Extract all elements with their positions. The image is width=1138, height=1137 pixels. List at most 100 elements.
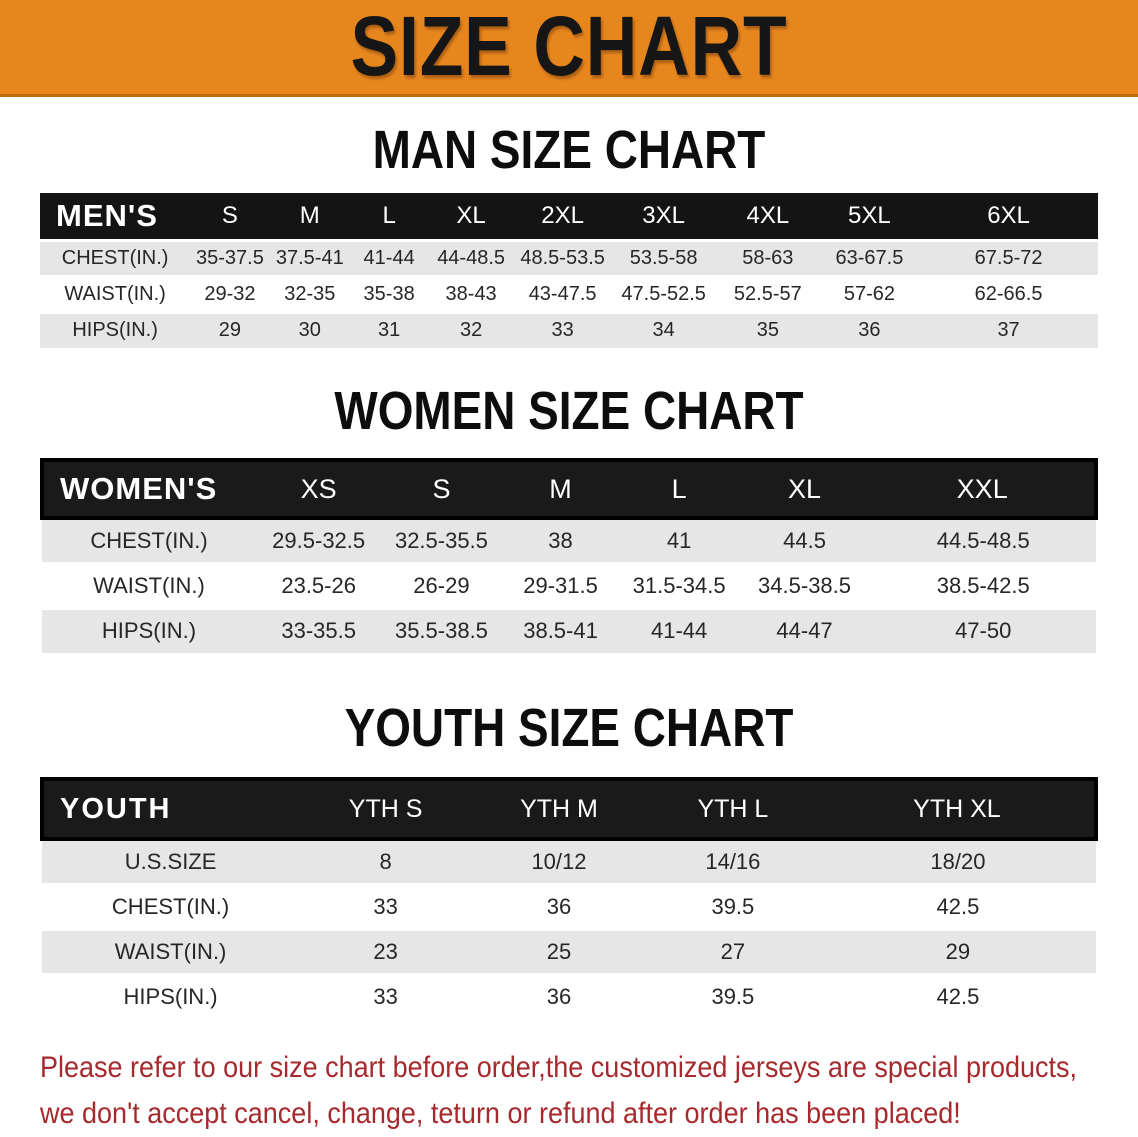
women-value-cell: 38.5-42.5	[870, 561, 1096, 608]
women-value-cell: 47-50	[870, 606, 1096, 653]
page-title: SIZE CHART	[350, 0, 788, 93]
women-size-column-header: XXL	[870, 458, 1098, 520]
youth-value-cell: 36	[472, 972, 646, 1019]
youth-measurement-row: U.S.SIZE 8 10/12 14/16 18/20	[42, 837, 1096, 884]
women-value-cell: 41	[619, 516, 739, 563]
men-size-column-header: 2XL	[513, 193, 612, 240]
men-value-cell: 67.5-72	[919, 238, 1098, 276]
women-value-cell: 38	[501, 516, 620, 563]
men-value-cell: 29	[190, 310, 270, 348]
women-value-cell: 23.5-26	[255, 561, 382, 608]
disclaimer-text: Please refer to our size chart before or…	[40, 1045, 1138, 1137]
men-table-label: MEN'S	[40, 193, 191, 240]
youth-value-cell: 39.5	[645, 882, 820, 929]
men-value-cell: 62-66.5	[919, 274, 1098, 312]
men-value-cell: 37	[919, 310, 1098, 348]
men-size-column-header: 4XL	[716, 193, 820, 240]
women-value-cell: 34.5-38.5	[738, 561, 871, 608]
men-value-cell: 36	[819, 310, 920, 348]
women-value-cell: 38.5-41	[501, 606, 620, 653]
men-size-column-header: 3XL	[611, 193, 717, 240]
men-value-cell: 31	[349, 310, 429, 348]
youth-row-label: U.S.SIZE	[42, 837, 300, 884]
youth-value-cell: 36	[472, 882, 646, 929]
women-size-column-header: XL	[738, 458, 871, 520]
youth-measurement-row: HIPS(IN.) 33 36 39.5 42.5	[42, 972, 1096, 1019]
women-value-cell: 29.5-32.5	[255, 516, 382, 563]
youth-value-cell: 39.5	[645, 972, 820, 1019]
youth-value-cell: 42.5	[819, 972, 1096, 1019]
women-value-cell: 44.5	[738, 516, 871, 563]
women-value-cell: 44.5-48.5	[870, 516, 1096, 563]
youth-heading-text: YOUTH SIZE CHART	[344, 698, 794, 758]
youth-value-cell: 8	[299, 837, 473, 884]
disclaimer-line-1: Please refer to our size chart before or…	[40, 1051, 1078, 1084]
women-size-column-header: M	[501, 458, 620, 520]
youth-value-cell: 10/12	[472, 837, 646, 884]
men-size-column-header: L	[349, 193, 429, 240]
men-measurement-row: CHEST(IN.) 35-37.5 37.5-41 41-44 44-48.5 48.5…	[40, 238, 1098, 276]
men-section-heading: MAN SIZE CHART	[0, 123, 1138, 177]
women-value-cell: 41-44	[619, 606, 739, 653]
men-measurement-row: WAIST(IN.) 29-32 32-35 35-38 38-43 43-47.5 47.…	[40, 274, 1098, 312]
men-size-column-header: 5XL	[819, 193, 920, 240]
women-row-label: HIPS(IN.)	[42, 606, 256, 653]
men-measurement-row: HIPS(IN.) 29 30 31 32 33 34 35 36 37	[40, 310, 1098, 348]
youth-value-cell: 18/20	[819, 837, 1096, 884]
women-measurement-row: HIPS(IN.) 33-35.5 35.5-38.5 38.5-41 41-44 44-…	[42, 606, 1096, 653]
men-row-label: HIPS(IN.)	[40, 310, 191, 348]
men-value-cell: 35-38	[349, 274, 429, 312]
women-row-label: CHEST(IN.)	[42, 516, 256, 563]
men-value-cell: 47.5-52.5	[611, 274, 717, 312]
youth-value-cell: 33	[299, 972, 473, 1019]
disclaimer-line-2: we don't accept cancel, change, teturn o…	[40, 1097, 961, 1130]
youth-table-label: YOUTH	[39, 777, 300, 841]
women-size-column-header: L	[619, 458, 739, 520]
youth-section-heading: YOUTH SIZE CHART	[0, 701, 1138, 755]
men-row-label: CHEST(IN.)	[40, 238, 191, 276]
youth-size-column-header: YTH XL	[819, 777, 1099, 841]
youth-value-cell: 33	[299, 882, 473, 929]
women-value-cell: 26-29	[381, 561, 502, 608]
youth-size-column-header: YTH L	[645, 777, 820, 841]
men-size-column-header: XL	[428, 193, 514, 240]
youth-row-label: HIPS(IN.)	[42, 972, 300, 1019]
men-value-cell: 57-62	[819, 274, 920, 312]
youth-row-label: WAIST(IN.)	[42, 927, 300, 974]
men-header-row: MEN'S S M L XL 2XL 3XL 4XL 5XL 6XL	[40, 193, 1098, 240]
women-value-cell: 44-47	[738, 606, 871, 653]
men-row-label: WAIST(IN.)	[40, 274, 191, 312]
men-value-cell: 41-44	[349, 238, 429, 276]
men-value-cell: 35-37.5	[190, 238, 270, 276]
women-value-cell: 31.5-34.5	[619, 561, 739, 608]
youth-value-cell: 42.5	[819, 882, 1096, 929]
men-value-cell: 30	[269, 310, 350, 348]
men-value-cell: 33	[513, 310, 612, 348]
men-value-cell: 35	[716, 310, 820, 348]
women-value-cell: 33-35.5	[255, 606, 382, 653]
men-value-cell: 53.5-58	[611, 238, 717, 276]
women-value-cell: 35.5-38.5	[381, 606, 502, 653]
men-value-cell: 52.5-57	[716, 274, 820, 312]
youth-measurement-row: CHEST(IN.) 33 36 39.5 42.5	[42, 882, 1096, 929]
men-value-cell: 43-47.5	[513, 274, 612, 312]
men-value-cell: 48.5-53.5	[513, 238, 612, 276]
women-value-cell: 32.5-35.5	[381, 516, 502, 563]
men-value-cell: 34	[611, 310, 717, 348]
women-measurement-row: WAIST(IN.) 23.5-26 26-29 29-31.5 31.5-34.5 34…	[42, 561, 1096, 608]
men-value-cell: 29-32	[190, 274, 270, 312]
men-size-column-header: S	[190, 193, 270, 240]
women-row-label: WAIST(IN.)	[42, 561, 256, 608]
men-size-table: MEN'S S M L XL 2XL 3XL 4XL 5XL 6XL CHEST(IN.) 35-37…	[40, 193, 1098, 348]
men-value-cell: 63-67.5	[819, 238, 920, 276]
women-size-column-header: XS	[255, 458, 382, 520]
youth-row-label: CHEST(IN.)	[42, 882, 300, 929]
youth-header-row: YOUTH YTH S YTH M YTH L YTH XL	[39, 777, 1099, 841]
women-table-label: WOMEN'S	[40, 458, 256, 520]
youth-size-table: YOUTH YTH S YTH M YTH L YTH XL U.S.SIZE 8 10/12…	[39, 777, 1099, 1019]
men-value-cell: 58-63	[716, 238, 820, 276]
youth-size-column-header: YTH M	[472, 777, 646, 841]
women-measurement-row: CHEST(IN.) 29.5-32.5 32.5-35.5 38 41 44.5 44.5…	[42, 516, 1096, 563]
women-size-column-header: S	[381, 458, 502, 520]
youth-size-column-header: YTH S	[299, 777, 473, 841]
